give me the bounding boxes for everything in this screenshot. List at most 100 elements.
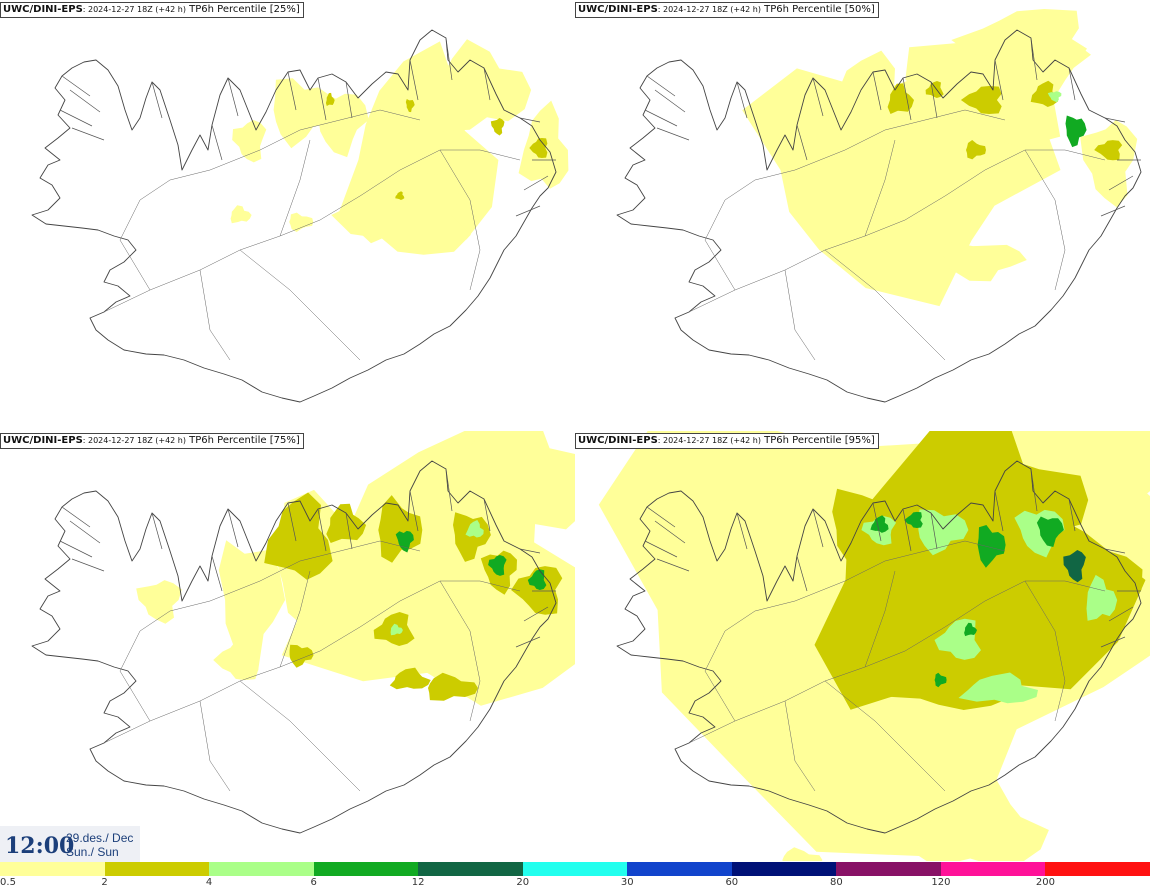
panel-title: UWC/DINI-EPS: 2024-12-27 18Z (+42 h) TP6… [0, 2, 304, 18]
precip-area [966, 140, 986, 160]
panel-title: UWC/DINI-EPS: 2024-12-27 18Z (+42 h) TP6… [0, 433, 304, 449]
fjord-line [151, 508, 239, 592]
precip-area [958, 672, 1038, 704]
map-panel-p75: UWC/DINI-EPS: 2024-12-27 18Z (+42 h) TP6… [0, 431, 575, 861]
precip-area [679, 499, 748, 581]
legend-swatch [522, 862, 629, 876]
map-panel-p25: UWC/DINI-EPS: 2024-12-27 18Z (+42 h) TP6… [0, 0, 575, 430]
legend-swatch [1045, 862, 1150, 876]
precip-area [218, 540, 286, 671]
coastline [31, 460, 557, 834]
precip-area [389, 667, 431, 690]
fjord-line [872, 71, 938, 121]
legend-swatch [731, 862, 838, 876]
legend-label: 80 [829, 877, 843, 888]
precip-area [938, 242, 1027, 282]
precip-area [1030, 80, 1059, 107]
valid-time-date: 29.des./ Dec Sun./ Sun [66, 831, 133, 859]
precip-area [405, 99, 415, 113]
precip-area [822, 50, 913, 139]
coastline [616, 29, 1142, 403]
fjord-line [994, 468, 1076, 532]
precip-area [918, 509, 969, 556]
valid-date-line2: Sun./ Sun [66, 845, 119, 859]
legend-label: 2 [101, 877, 108, 888]
precip-area [325, 92, 335, 106]
legend-swatch [836, 862, 942, 876]
valid-time-clock: 12:00 [5, 833, 75, 859]
fjord-line [736, 508, 824, 592]
legend-label: 6 [310, 877, 317, 888]
fjord-line [1100, 117, 1141, 217]
fjord-line [409, 37, 491, 101]
region-border [103, 540, 521, 792]
precip-area [465, 520, 484, 538]
fjord-line [1100, 548, 1141, 648]
precip-area [511, 566, 563, 615]
legend-label: 4 [205, 877, 213, 888]
legend-swatch [209, 862, 315, 876]
precip-area [326, 503, 367, 543]
legend-swatch [313, 862, 420, 876]
precip-area [136, 580, 182, 624]
precip-area [904, 511, 923, 528]
precip-area [977, 525, 1006, 568]
precip-area [1036, 516, 1064, 547]
precip-area [1063, 550, 1086, 583]
precip-area [428, 672, 478, 701]
legend-swatch [104, 862, 211, 876]
legend-label: 200 [1035, 877, 1055, 888]
fjord-line [872, 502, 938, 552]
precip-map [31, 29, 569, 403]
precip-area [441, 39, 532, 132]
precip-area [331, 173, 471, 255]
fjord-line [409, 468, 491, 532]
precip-area [264, 492, 333, 580]
precip-area [1047, 91, 1062, 103]
precip-area [925, 81, 944, 98]
coastline [31, 29, 557, 403]
legend-label: 0.5 [0, 877, 16, 888]
legend-label: 30 [620, 877, 634, 888]
legend-label: 12 [411, 877, 425, 888]
precip-area [912, 780, 1049, 861]
precip-map [616, 9, 1142, 403]
precip-area [1080, 120, 1138, 208]
precip-area [213, 639, 259, 681]
fjord-line [287, 71, 353, 121]
fjord-line [59, 75, 105, 141]
legend-swatch [627, 862, 733, 876]
precip-area [490, 118, 505, 136]
fjord-line [515, 548, 556, 648]
panel-title: UWC/DINI-EPS: 2024-12-27 18Z (+42 h) TP6… [575, 2, 879, 18]
valid-date-line1: 29.des./ Dec [66, 831, 134, 845]
map-panel-p95: UWC/DINI-EPS: 2024-12-27 18Z (+42 h) TP6… [575, 431, 1150, 861]
valid-time-box: 12:00 29.des./ Dec Sun./ Sun [0, 826, 140, 862]
precip-area [232, 120, 267, 163]
precip-area [964, 622, 977, 637]
precip-area [934, 672, 947, 688]
region-border [103, 109, 521, 361]
precip-area [289, 212, 314, 232]
precip-area [488, 555, 507, 576]
legend-label: 60 [725, 877, 739, 888]
fjord-line [515, 117, 556, 217]
panel-title: UWC/DINI-EPS: 2024-12-27 18Z (+42 h) TP6… [575, 433, 879, 449]
precip-area [811, 119, 854, 176]
fjord-line [994, 37, 1076, 101]
precip-area [454, 431, 575, 542]
legend-swatch [0, 862, 106, 876]
precip-area [782, 847, 823, 861]
precip-area [951, 9, 1091, 70]
precip-area [1065, 115, 1087, 148]
precip-map [31, 431, 575, 834]
precip-area [712, 612, 804, 700]
fjord-line [644, 506, 690, 572]
region-border [688, 109, 1106, 361]
precip-area [866, 210, 897, 235]
legend-label: 120 [931, 877, 951, 888]
fjord-line [736, 77, 824, 161]
precip-area [395, 191, 405, 200]
precip-area [1094, 140, 1123, 161]
legend-swatch [418, 862, 524, 876]
